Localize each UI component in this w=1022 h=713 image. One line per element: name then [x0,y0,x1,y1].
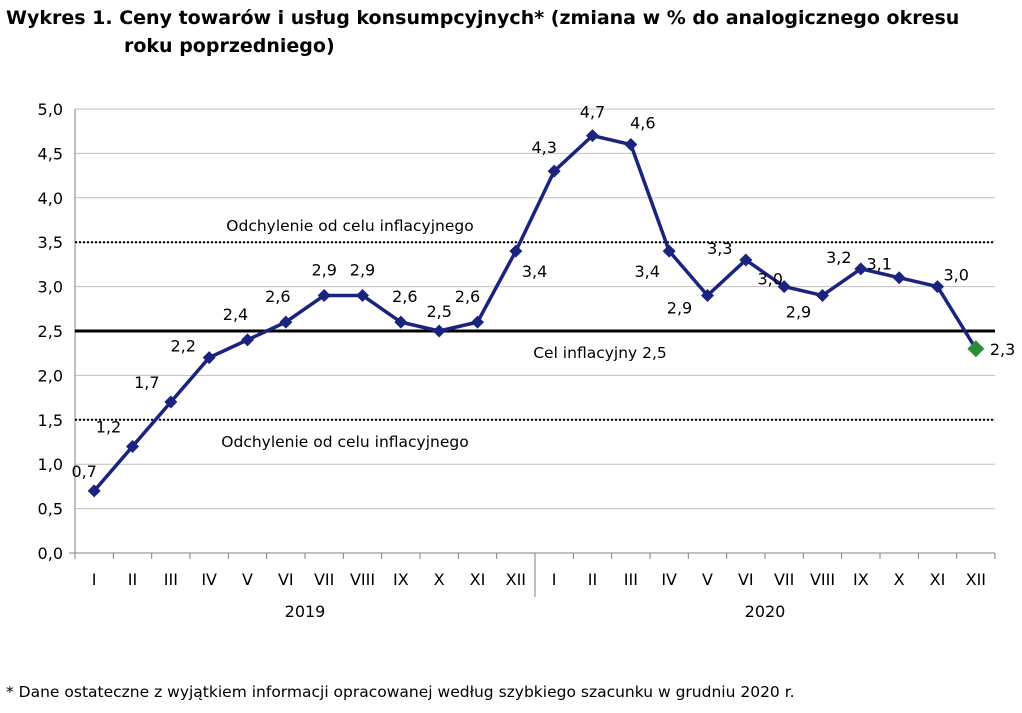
x-tick-label: VIII [350,570,375,589]
y-tick-label: 3,0 [38,278,63,297]
x-tick-label: VII [314,570,334,589]
data-label: 4,7 [580,103,605,122]
data-label: 2,9 [786,302,811,321]
y-tick-label: 5,0 [38,100,63,119]
data-label: 3,4 [522,262,547,281]
data-point [317,288,331,302]
x-tick-label: VI [738,570,754,589]
data-point [854,262,868,276]
reference-line-label: Cel inflacyjny 2,5 [533,344,667,362]
data-point [662,244,676,258]
data-point [356,288,369,302]
chart-title: Wykres 1. Ceny towarów i usług konsumpcy… [6,4,1016,60]
x-tick-label: XI [470,570,486,589]
data-point [586,129,599,143]
data-label: 2,3 [990,340,1015,359]
x-tick-label: VII [774,570,794,589]
x-tick-label: VI [278,570,294,589]
data-label: 1,2 [96,417,121,436]
data-point [892,271,906,285]
year-label: 2019 [285,602,326,621]
x-tick-label: VIII [810,570,835,589]
y-tick-label: 2,0 [38,366,63,385]
x-tick-label: II [588,570,597,589]
inflation-line-chart: 0,00,51,01,52,02,53,03,54,04,55,0I II III I… [38,100,1016,621]
footnote: * Dane ostateczne z wyjątkiem informacji… [6,683,795,701]
reference-line-label: Odchylenie od celu inflacyjnego [226,217,473,235]
data-label: 2,6 [455,287,480,306]
data-point [931,280,944,294]
x-tick-label: IX [853,570,869,589]
x-tick-label: XII [506,570,526,589]
x-tick-label: V [242,570,253,589]
data-label: 3,1 [866,255,891,274]
x-tick-label: I [92,570,97,589]
data-label: 2,6 [265,287,290,306]
x-tick-label: IV [661,570,677,589]
x-tick-label: V [702,570,713,589]
y-tick-label: 0,5 [38,500,63,519]
chart-title-line2: roku poprzedniego) [124,35,335,57]
data-label: 4,3 [531,138,556,157]
data-point [202,351,216,365]
x-tick-label: III [624,570,638,589]
data-point [816,288,829,302]
y-tick-label: 0,0 [38,544,63,563]
data-point [164,395,178,409]
x-tick-label: IX [393,570,409,589]
data-label: 0,7 [71,462,96,481]
data-label: 2,9 [311,260,336,279]
x-tick-label: II [128,570,137,589]
data-label: 4,6 [630,114,655,133]
data-label: 2,2 [170,337,195,356]
data-point [624,138,638,152]
data-label: 3,0 [757,270,782,289]
y-tick-label: 3,5 [38,233,63,252]
data-label: 3,2 [826,248,851,267]
data-label: 2,9 [350,260,375,279]
data-label: 3,4 [634,262,659,281]
data-point [471,315,484,329]
data-point [739,253,753,267]
x-tick-label: X [434,570,445,589]
reference-line-label: Odchylenie od celu inflacyjnego [221,433,468,451]
year-label: 2020 [745,602,786,621]
series-line [92,133,978,492]
data-point [432,324,446,338]
data-label: 3,0 [944,266,969,285]
data-label: 2,5 [426,302,451,321]
y-tick-label: 1,5 [38,411,63,430]
data-point [547,164,561,178]
data-point [701,288,714,302]
data-label: 2,6 [392,287,417,306]
data-label: 1,7 [134,373,159,392]
chart-title-line1: Wykres 1. Ceny towarów i usług konsumpcy… [6,7,960,29]
data-point [126,439,139,453]
y-tick-label: 1,0 [38,455,63,474]
x-tick-label: X [894,570,905,589]
x-tick-label: III [164,570,178,589]
y-tick-label: 4,0 [38,189,63,208]
x-tick-label: I [552,570,557,589]
y-tick-label: 4,5 [38,144,63,163]
data-point [241,333,254,347]
data-label: 3,3 [707,239,732,258]
data-point [967,340,985,358]
y-tick-label: 2,5 [38,322,63,341]
data-point [777,280,791,294]
data-label: 2,4 [223,305,248,324]
data-label: 2,9 [667,298,692,317]
data-point [394,315,408,329]
x-tick-label: XII [966,570,986,589]
x-tick-label: IV [201,570,217,589]
data-point [279,315,293,329]
data-point [87,484,101,498]
data-point [509,244,523,258]
x-tick-label: XI [930,570,946,589]
